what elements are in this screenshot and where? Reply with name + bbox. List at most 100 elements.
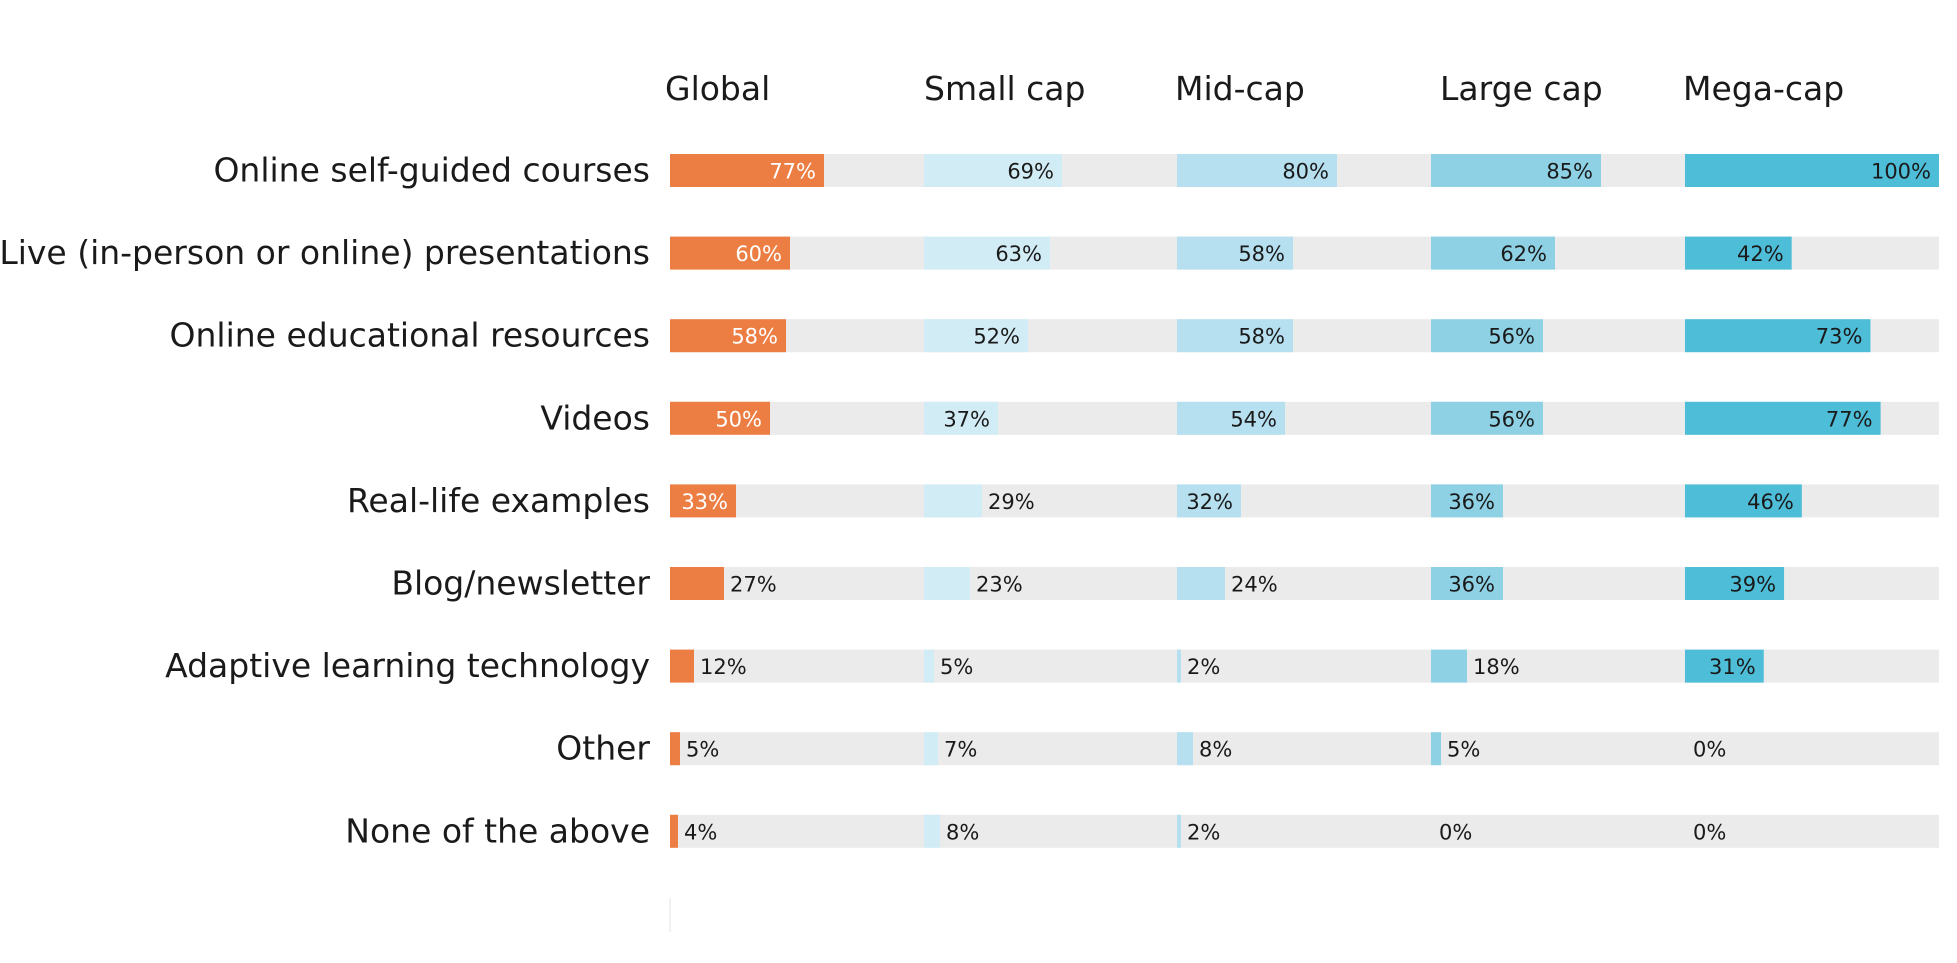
value-label: 2% — [1187, 820, 1220, 844]
value-label: 31% — [1709, 655, 1756, 679]
bar-track — [670, 732, 924, 766]
value-label: 8% — [946, 820, 979, 844]
value-label: 33% — [681, 490, 728, 514]
value-label: 62% — [1500, 242, 1547, 266]
bar-track — [1177, 649, 1431, 683]
column-header: Small cap — [924, 69, 1085, 108]
column-header: Global — [665, 69, 770, 108]
value-label: 42% — [1737, 242, 1784, 266]
bar — [924, 732, 938, 766]
bar — [924, 401, 998, 435]
bar — [924, 319, 1028, 353]
value-label: 46% — [1747, 490, 1794, 514]
value-label: 36% — [1448, 573, 1495, 597]
bar — [924, 814, 940, 848]
bar — [1177, 154, 1337, 187]
value-label: 27% — [730, 573, 777, 597]
bar — [1685, 319, 1871, 353]
value-label: 69% — [1007, 160, 1054, 184]
value-label: 0% — [1693, 738, 1726, 762]
bar-track — [924, 649, 1178, 683]
value-label: 24% — [1231, 573, 1278, 597]
value-label: 58% — [1238, 242, 1285, 266]
bar — [670, 814, 678, 848]
value-label: 100% — [1871, 160, 1931, 184]
bar — [670, 567, 724, 600]
bar — [924, 154, 1062, 187]
row-labels: Online self-guided courses Live (in-perso… — [0, 151, 650, 851]
bar — [670, 732, 680, 766]
bar-track — [924, 814, 1178, 848]
bar — [924, 484, 982, 518]
row-label: Other — [556, 729, 650, 768]
bar — [924, 236, 1050, 270]
value-label: 52% — [973, 325, 1020, 349]
row-label: Online educational resources — [170, 316, 650, 355]
value-label: 8% — [1199, 738, 1232, 762]
bar — [924, 649, 934, 683]
bar — [1431, 401, 1543, 435]
value-label: 56% — [1488, 407, 1535, 431]
bar — [1685, 401, 1881, 435]
value-label: 73% — [1816, 325, 1863, 349]
row-label: Adaptive learning technology — [165, 646, 650, 685]
value-label: 54% — [1230, 407, 1277, 431]
bar-track — [1431, 814, 1685, 848]
bar — [1177, 814, 1181, 848]
bar — [1431, 732, 1441, 766]
value-label: 58% — [1238, 325, 1285, 349]
bar — [1177, 236, 1293, 270]
bar — [1177, 484, 1241, 518]
column-header: Large cap — [1440, 69, 1603, 108]
bar-track — [670, 814, 924, 848]
bar — [670, 401, 770, 435]
bar — [1431, 236, 1555, 270]
column-header: Mid-cap — [1175, 69, 1305, 108]
bar — [670, 319, 786, 353]
bar-track — [1685, 732, 1939, 766]
value-label: 5% — [686, 738, 719, 762]
column-header: Mega-cap — [1683, 69, 1844, 108]
bar-track — [1685, 814, 1939, 848]
value-label: 36% — [1448, 490, 1495, 514]
value-label: 0% — [1439, 820, 1472, 844]
bar — [1431, 319, 1543, 353]
bar — [1177, 567, 1225, 600]
bar — [1685, 567, 1785, 600]
row-label: Blog/newsletter — [391, 564, 650, 603]
value-label: 63% — [995, 242, 1042, 266]
bar — [1685, 649, 1764, 683]
value-label: 80% — [1282, 160, 1329, 184]
row-label: Real-life examples — [347, 481, 650, 520]
bar-track — [670, 649, 924, 683]
value-label: 39% — [1729, 573, 1776, 597]
bar — [1431, 154, 1601, 187]
value-label: 77% — [769, 160, 816, 184]
bar — [924, 567, 970, 600]
bar — [1431, 484, 1503, 518]
bar — [1431, 649, 1467, 683]
row-label: None of the above — [345, 811, 650, 850]
bar-track — [1431, 649, 1685, 683]
value-label: 12% — [700, 655, 747, 679]
value-label: 23% — [976, 573, 1023, 597]
bar — [1685, 484, 1802, 518]
value-label: 5% — [940, 655, 973, 679]
bar — [670, 649, 694, 683]
value-label: 2% — [1187, 655, 1220, 679]
value-label: 5% — [1447, 738, 1480, 762]
value-label: 56% — [1488, 325, 1535, 349]
bars — [670, 154, 1939, 848]
value-label: 58% — [731, 325, 778, 349]
bar — [1177, 319, 1293, 353]
value-label: 77% — [1826, 407, 1873, 431]
row-label: Live (in-person or online) presentations — [0, 233, 650, 272]
value-label: 0% — [1693, 820, 1726, 844]
row-label: Online self-guided courses — [213, 151, 650, 190]
bar — [670, 236, 790, 270]
bar — [1431, 567, 1503, 600]
column-headers: Global Small cap Mid-cap Large cap Mega-cap — [665, 69, 1844, 108]
value-label: 85% — [1546, 160, 1593, 184]
value-label: 18% — [1473, 655, 1520, 679]
